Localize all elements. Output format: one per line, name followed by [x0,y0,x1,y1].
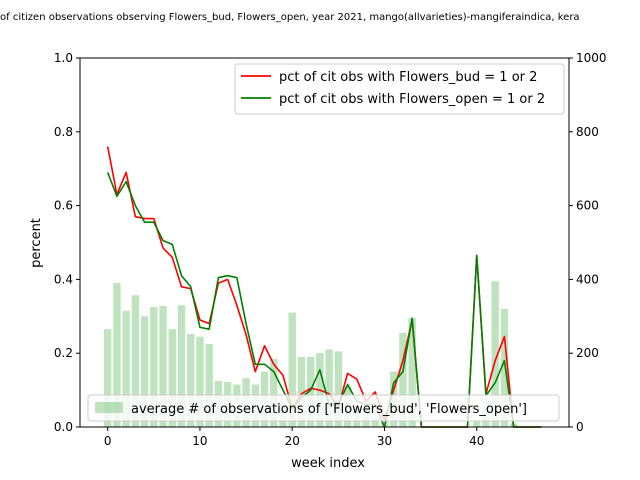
bar-week-18 [270,358,278,427]
bar-week-10 [196,336,204,427]
plot-frame [79,57,570,428]
y2-tick-label: 1000 [576,51,607,65]
y-axis-label: percent [29,218,44,268]
x-tick-label: 10 [192,434,207,448]
y2-tick-label: 0 [576,420,584,434]
legend-lines: pct of cit obs with Flowers_bud = 1 or 2… [234,63,565,115]
bar-week-0 [103,329,112,427]
y2-tick-label: 200 [576,346,599,360]
bar-week-40 [473,421,481,427]
x-tick-label: 40 [469,434,484,448]
legend-lines-box [234,63,565,115]
bar-week-25 [334,351,343,427]
y2-tick-label: 600 [576,199,599,213]
bar-week-21 [297,356,306,427]
bar-week-32 [399,332,407,427]
bar-week-1 [113,283,121,427]
bar-week-22 [306,356,315,427]
bar-week-42 [491,281,499,427]
bar-week-2 [122,310,130,427]
x-tick-label: 20 [285,434,300,448]
y-axis-ticks: 0.0 0.2 0.4 0.6 0.8 1.0 [54,51,80,434]
y-tick-label: 0.0 [54,420,73,434]
bar-week-8 [177,305,186,427]
x-axis-label: week index [291,456,365,471]
bar-week-4 [140,316,149,427]
legend-bars: average # of observations of ['Flowers_b… [87,394,560,422]
legend-bars-box [87,394,560,422]
bar-week-7 [168,329,176,427]
bar-week-43 [500,308,509,427]
legend-open-label: pct of cit obs with Flowers_open = 1 or … [279,92,545,107]
bar-week-9 [187,334,195,427]
legend-bars-swatch [95,402,123,413]
x-axis-ticks: 0 10 20 30 40 [104,427,484,448]
bar-week-5 [150,307,158,427]
y-tick-label: 0.4 [54,272,73,286]
x-tick-label: 0 [104,434,112,448]
bar-week-20 [288,312,296,427]
bar-week-24 [325,349,333,427]
y2-axis-ticks: 0 200 400 600 800 1000 [569,51,607,434]
y-tick-label: 0.6 [54,199,73,213]
legend-bars-label: average # of observations of ['Flowers_b… [131,402,527,417]
bar-week-29 [371,417,379,427]
bar-week-11 [205,343,213,427]
bar-week-33 [408,318,416,427]
legend-bud-label: pct of cit obs with Flowers_bud = 1 or 2 [279,70,537,85]
y-tick-label: 1.0 [54,51,73,65]
chart-title: of citizen observations observing Flower… [0,12,580,23]
bar-week-6 [159,305,167,427]
y-tick-label: 0.2 [54,346,73,360]
y2-tick-label: 800 [576,125,599,139]
bar-week-3 [131,295,140,427]
y-tick-label: 0.8 [54,125,73,139]
y2-tick-label: 400 [576,272,599,286]
x-tick-label: 30 [377,434,392,448]
